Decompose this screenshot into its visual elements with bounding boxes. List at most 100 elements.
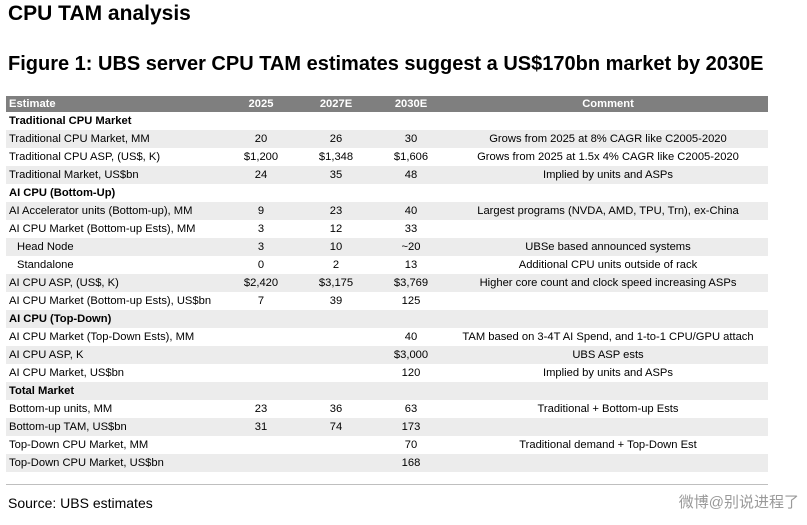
value-2030e: $3,000 xyxy=(374,346,448,364)
column-header-2030e: 2030E xyxy=(374,96,448,112)
table-row: Top-Down CPU Market, MM 70 Traditional dem… xyxy=(6,436,768,454)
value-2025: 3 xyxy=(257,223,265,235)
row-label: AI CPU Market (Top-Down Ests), MM xyxy=(9,331,195,343)
watermark: 微博@别说进程了 xyxy=(678,494,799,511)
value-2030e: 48 xyxy=(374,166,448,184)
row-label: Head Node xyxy=(6,238,224,256)
row-comment: TAM based on 3-4T AI Spend, and 1-to-1 C… xyxy=(462,331,754,343)
figure-title: Figure 1: UBS server CPU TAM estimates s… xyxy=(8,53,764,75)
row-comment xyxy=(448,112,768,130)
value-2025: $1,200 xyxy=(243,151,279,163)
table-row: AI CPU Market (Top-Down Ests), MM 40 TAM b… xyxy=(6,328,768,346)
value-2030e xyxy=(374,382,448,400)
row-comment: Grows from 2025 at 1.5x 4% CAGR like C20… xyxy=(477,151,739,163)
row-label: Traditional CPU ASP, (US$, K) xyxy=(9,151,161,163)
value-2030e: 173 xyxy=(374,418,448,436)
table-row: AI Accelerator units (Bottom-up), MM 9 23 4… xyxy=(6,202,768,220)
value-2025 xyxy=(224,328,298,346)
column-header-2025: 2025 xyxy=(224,96,298,112)
row-comment: Implied by units and ASPs xyxy=(448,166,768,184)
value-2030e: ~20 xyxy=(374,238,448,256)
row-label: AI CPU (Bottom-Up) xyxy=(9,187,116,199)
row-label: Traditional CPU Market, MM xyxy=(6,130,224,148)
value-2025 xyxy=(224,436,298,454)
value-2025 xyxy=(224,184,298,202)
table-row: Top-Down CPU Market, US$bn 168 xyxy=(6,454,768,472)
value-2030e: 33 xyxy=(404,223,418,235)
value-2027e: 39 xyxy=(329,295,343,307)
page-title: CPU TAM analysis xyxy=(8,2,191,25)
row-label: Standalone xyxy=(17,259,74,271)
row-label: AI Accelerator units (Bottom-up), MM xyxy=(6,202,224,220)
row-label: Bottom-up TAM, US$bn xyxy=(6,418,224,436)
value-2030e: $1,606 xyxy=(393,151,429,163)
row-comment: Implied by units and ASPs xyxy=(543,367,673,379)
table-header-row: Estimate 2025 2027E 2030E Comment xyxy=(6,96,768,112)
value-2025 xyxy=(224,112,298,130)
row-label: AI CPU Market (Bottom-up Ests), US$bn xyxy=(9,295,212,307)
value-2027e xyxy=(298,310,374,328)
row-label: Traditional CPU Market xyxy=(9,115,132,127)
table-row: Bottom-up TAM, US$bn 31 74 173 xyxy=(6,418,768,436)
value-2030e: 40 xyxy=(374,202,448,220)
value-2027e xyxy=(298,364,374,382)
row-comment xyxy=(448,418,768,436)
value-2027e: 74 xyxy=(298,418,374,436)
table-body: Traditional CPU Market Traditional CPU Ma… xyxy=(6,112,768,472)
value-2025 xyxy=(224,382,298,400)
value-2030e: 30 xyxy=(374,130,448,148)
value-2027e xyxy=(298,346,374,364)
row-comment xyxy=(448,184,768,202)
column-header-comment: Comment xyxy=(448,96,768,112)
value-2030e: 168 xyxy=(374,454,448,472)
section-header-row: Traditional CPU Market xyxy=(6,112,768,130)
value-2025: 24 xyxy=(224,166,298,184)
row-comment xyxy=(448,454,768,472)
row-label: Top-Down CPU Market, MM xyxy=(9,439,149,451)
value-2030e: 13 xyxy=(404,259,418,271)
value-2027e xyxy=(298,436,374,454)
row-comment: Traditional demand + Top-Down Est xyxy=(519,439,697,451)
value-2030e xyxy=(374,310,448,328)
value-2027e: 12 xyxy=(329,223,343,235)
value-2025: $2,420 xyxy=(224,274,298,292)
column-header-estimate: Estimate xyxy=(6,96,224,112)
value-2030e: 70 xyxy=(404,439,418,451)
section-header-row: AI CPU (Top-Down) xyxy=(6,310,768,328)
value-2027e: 2 xyxy=(332,259,340,271)
row-comment xyxy=(448,220,768,238)
row-label: AI CPU (Top-Down) xyxy=(6,310,224,328)
value-2025: 31 xyxy=(224,418,298,436)
value-2030e: 40 xyxy=(404,331,418,343)
row-comment: Additional CPU units outside of rack xyxy=(518,259,698,271)
row-comment xyxy=(448,310,768,328)
value-2030e xyxy=(374,184,448,202)
row-label: AI CPU ASP, K xyxy=(6,346,224,364)
section-header-row: Total Market xyxy=(6,382,768,400)
row-comment xyxy=(448,292,768,310)
tam-table: Estimate 2025 2027E 2030E Comment Tradit… xyxy=(6,96,768,472)
table-row: Traditional CPU ASP, (US$, K) $1,200 $1,34… xyxy=(6,148,768,166)
value-2025: 23 xyxy=(254,403,268,415)
value-2030e: $3,769 xyxy=(374,274,448,292)
divider xyxy=(6,484,768,485)
value-2025 xyxy=(224,454,298,472)
row-comment: UBSe based announced systems xyxy=(448,238,768,256)
row-comment: Higher core count and clock speed increa… xyxy=(448,274,768,292)
row-comment: Traditional + Bottom-up Ests xyxy=(537,403,679,415)
value-2027e: $1,348 xyxy=(318,151,354,163)
row-comment: UBS ASP ests xyxy=(448,346,768,364)
table-row: Traditional CPU Market, MM 20 26 30 Grows fr… xyxy=(6,130,768,148)
value-2030e xyxy=(374,112,448,130)
value-2025 xyxy=(224,364,298,382)
value-2027e xyxy=(298,112,374,130)
table-row: Bottom-up units, MM 23 36 63 Traditional + B… xyxy=(6,400,768,418)
table-row: AI CPU Market (Bottom-up Ests), US$bn 7 39… xyxy=(6,292,768,310)
value-2025: 9 xyxy=(224,202,298,220)
source-note: Source: UBS estimates xyxy=(8,495,153,511)
value-2030e: 120 xyxy=(401,367,421,379)
row-label: AI CPU ASP, (US$, K) xyxy=(6,274,224,292)
row-label: Total Market xyxy=(6,382,224,400)
value-2025: 7 xyxy=(257,295,265,307)
value-2027e xyxy=(298,184,374,202)
